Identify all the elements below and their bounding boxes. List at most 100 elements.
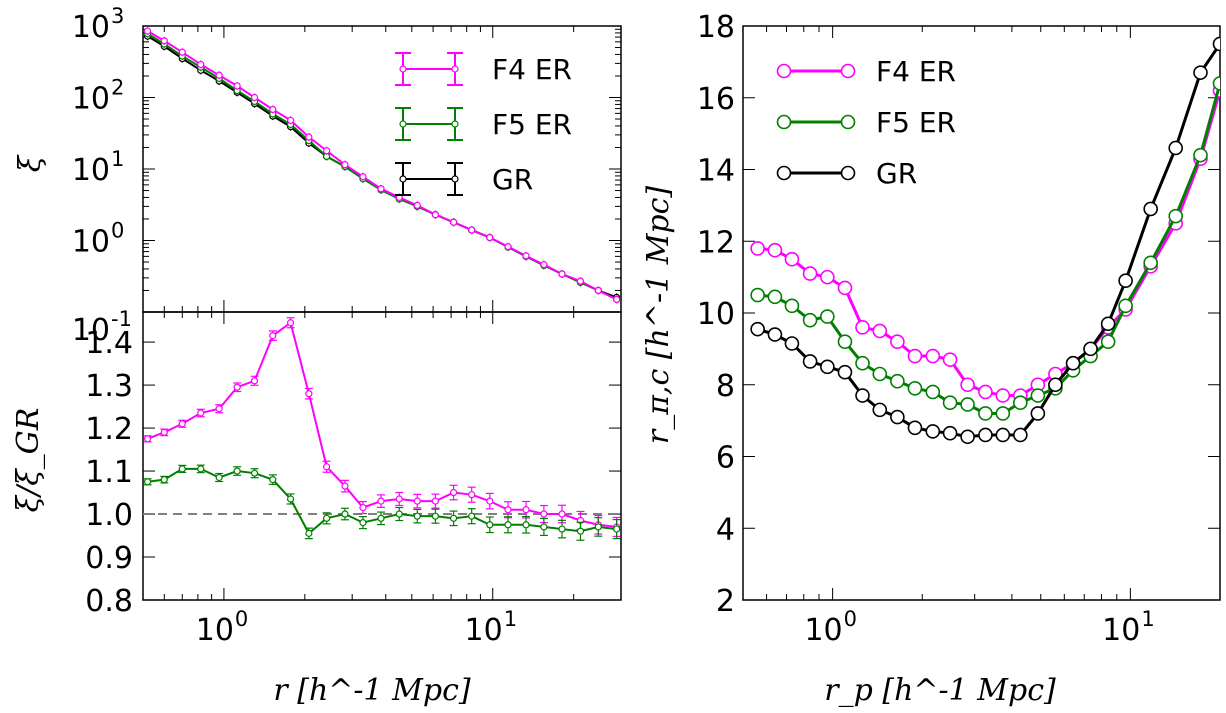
bottom-left-point bbox=[468, 491, 476, 499]
bottom-left-point bbox=[323, 463, 331, 471]
right-point bbox=[1065, 355, 1081, 371]
bottom-left-point bbox=[576, 527, 585, 535]
right-point bbox=[1030, 406, 1046, 421]
top-left-legend-marker bbox=[399, 120, 407, 128]
right-point bbox=[872, 402, 888, 418]
right-point bbox=[837, 334, 853, 350]
right-point bbox=[784, 298, 800, 314]
bottom-left-point bbox=[305, 529, 313, 537]
right-xtick-base: 10 bbox=[1102, 613, 1140, 648]
right-point bbox=[820, 309, 835, 324]
top-left-ytick-label-base: 10 bbox=[72, 82, 110, 117]
right-point bbox=[1013, 427, 1028, 443]
right-ytick-label: 8 bbox=[716, 369, 735, 404]
right-point bbox=[855, 320, 870, 335]
bottom-left-point bbox=[197, 409, 205, 417]
bottom-left-point bbox=[215, 473, 223, 482]
right-point bbox=[942, 425, 958, 441]
right-xtick-label: 10 0 bbox=[804, 607, 857, 648]
bottom-left-xtick-exp: 1 bbox=[504, 607, 517, 631]
bottom-left-point bbox=[160, 476, 168, 484]
bottom-left-point bbox=[413, 512, 421, 520]
bottom-left-point bbox=[359, 503, 367, 512]
labels-layer: ξ ξ/ξ_GR r [h^-1 Mpc] r_p [h^-1 Mpc] r_π… bbox=[11, 154, 1056, 708]
top-left-ytick-label-exp: 3 bbox=[111, 4, 124, 28]
top-left-point bbox=[323, 147, 331, 155]
right-xtick-label: 10 1 bbox=[1102, 607, 1155, 648]
bottom-left-point bbox=[540, 510, 548, 518]
right-point bbox=[995, 427, 1011, 443]
right-point bbox=[1048, 377, 1063, 393]
bottom-left-frame bbox=[142, 311, 622, 601]
bottom-left-ytick-label: 1.4 bbox=[85, 326, 133, 361]
right-point bbox=[855, 388, 870, 403]
right-point bbox=[767, 289, 783, 305]
top-left-point bbox=[576, 277, 585, 285]
top-left-point bbox=[286, 116, 295, 124]
right-point bbox=[960, 377, 975, 393]
right-point bbox=[872, 366, 888, 382]
top-left-ytick-label-exp: 0 bbox=[111, 219, 124, 243]
top-left-legend-label: GR bbox=[492, 163, 533, 196]
right-point bbox=[802, 312, 818, 328]
right-ytick-label: 12 bbox=[697, 225, 735, 260]
top-left-point bbox=[359, 173, 367, 181]
bottom-left-point bbox=[341, 510, 349, 518]
right-point bbox=[1013, 395, 1028, 410]
right-point bbox=[1168, 208, 1184, 224]
bottom-left-point bbox=[341, 482, 349, 490]
top-left-point bbox=[558, 270, 566, 278]
top-left-ytick-label: 10 -1 bbox=[72, 307, 132, 348]
bottom-left-ytick-label: 1.1 bbox=[85, 455, 133, 490]
bottom-left-point bbox=[486, 497, 494, 505]
bottom-left-point bbox=[449, 488, 458, 497]
right-legend-marker bbox=[776, 63, 792, 79]
right-xtick-base: 10 bbox=[804, 613, 842, 648]
right-point bbox=[942, 395, 958, 410]
bottom-left-point bbox=[395, 495, 403, 503]
bottom-left-point bbox=[395, 510, 403, 518]
bottom-left-ylabel: ξ/ξ_GR bbox=[11, 408, 46, 513]
top-left-point bbox=[233, 82, 241, 90]
right-point bbox=[750, 287, 765, 303]
right-point bbox=[925, 348, 941, 364]
right-legend-marker bbox=[776, 114, 792, 130]
right-point bbox=[1118, 298, 1133, 314]
bottom-left-point bbox=[558, 525, 566, 533]
right-ytick-label: 4 bbox=[716, 512, 735, 547]
bottom-left-point bbox=[594, 523, 602, 531]
right-point bbox=[837, 364, 853, 380]
top-left-ytick-label-base: 10 bbox=[72, 153, 110, 188]
right-point bbox=[750, 321, 765, 337]
top-left-point bbox=[594, 286, 602, 295]
right-point bbox=[750, 241, 765, 256]
top-left-legend-marker bbox=[451, 65, 459, 73]
bottom-left-point bbox=[250, 377, 259, 385]
top-left-point bbox=[377, 185, 385, 193]
bottom-left-point bbox=[504, 506, 512, 514]
bottom-left-xlabel: r [h^-1 Mpc] bbox=[273, 673, 471, 708]
bottom-left-point bbox=[250, 469, 259, 477]
top-left-legend-label: F4 ER bbox=[492, 53, 572, 86]
right-point bbox=[1100, 316, 1116, 332]
right-legend-label: F5 ER bbox=[876, 106, 956, 139]
right-point bbox=[978, 384, 993, 400]
bottom-left-point bbox=[233, 383, 241, 391]
top-left-point bbox=[449, 218, 458, 226]
bottom-left-series-line-f4-er bbox=[147, 321, 617, 528]
top-left-point bbox=[160, 37, 168, 45]
right-ytick-label: 6 bbox=[716, 441, 735, 476]
bottom-left-point bbox=[522, 521, 530, 529]
right-legend-marker bbox=[840, 114, 856, 130]
top-left-ytick-label-exp: 1 bbox=[111, 147, 124, 171]
top-left-point bbox=[305, 133, 313, 141]
top-left-point bbox=[250, 93, 259, 102]
right-point bbox=[978, 406, 993, 421]
right-point bbox=[872, 323, 888, 339]
right-series-line-gr bbox=[757, 43, 1220, 439]
top-left-legend-marker bbox=[399, 175, 407, 183]
bottom-left-point bbox=[359, 519, 367, 527]
right-point bbox=[767, 327, 783, 342]
top-left-ytick-label: 10 3 bbox=[72, 4, 125, 45]
bottom-left-ytick-label: 1.3 bbox=[85, 369, 133, 404]
